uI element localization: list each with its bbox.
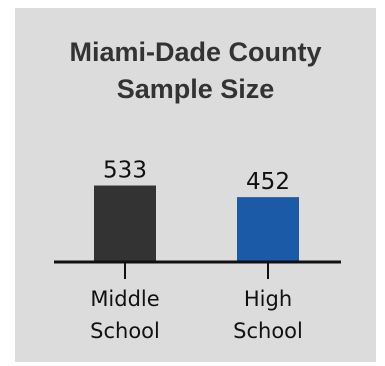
chart-panel: Miami-Dade County Sample Size [15,8,376,362]
bar-1 [94,185,156,262]
bar-value-label-1: 533 [103,158,147,184]
x-tick-label-2-line-1: High [244,287,292,311]
x-tick-label-1-line-2: School [90,319,160,343]
bar-2 [237,197,299,262]
x-tick-label-1-line-1: Middle [90,287,159,311]
chart-marks: 533 Middle School 452 High School [90,158,303,343]
bar-value-label-2: 452 [246,169,290,195]
chart-title-line-1: Miami-Dade County [69,37,322,67]
chart-title-line-2: Sample Size [116,74,275,104]
chart-title: Miami-Dade County Sample Size [15,34,376,108]
x-tick-label-2-line-2: School [233,319,303,343]
